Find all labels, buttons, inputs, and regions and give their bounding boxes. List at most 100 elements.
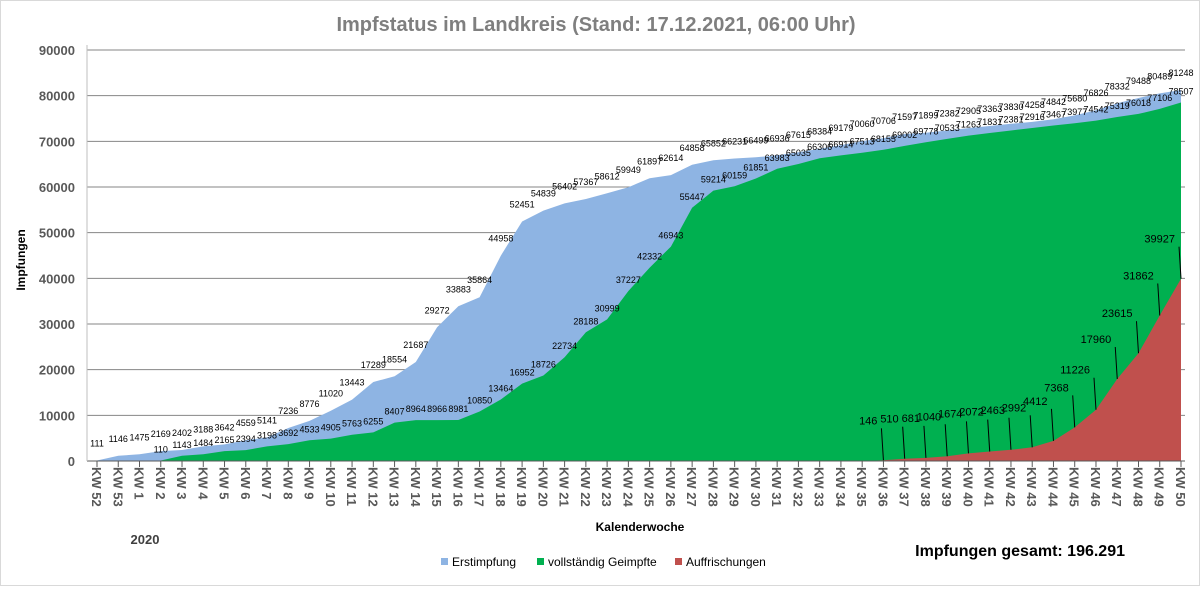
- x-tick-label: KW 4: [195, 467, 210, 500]
- label-vollstaendig: 3198: [257, 430, 277, 440]
- label-auffrischungen: 1040: [917, 411, 941, 423]
- label-erstimpfung: 18554: [382, 354, 407, 364]
- x-tick-label: KW 6: [238, 467, 253, 500]
- y-tick-label: 90000: [39, 43, 75, 58]
- label-vollstaendig: 66306: [807, 142, 832, 152]
- label-erstimpfung: 61897: [637, 156, 662, 166]
- label-vollstaendig: 37227: [616, 275, 641, 285]
- label-auffrischungen: 146: [859, 415, 877, 427]
- label-leader-line: [1008, 417, 1012, 450]
- label-vollstaendig: 63983: [765, 153, 790, 163]
- label-vollstaendig: 110: [154, 444, 168, 454]
- x-tick-label: KW 36: [875, 467, 890, 507]
- label-erstimpfung: 66499: [743, 135, 768, 145]
- x-tick-label: KW 11: [344, 467, 359, 506]
- label-vollstaendig: 61851: [743, 163, 768, 173]
- label-erstimpfung: 80489: [1147, 71, 1172, 81]
- label-vollstaendig: 2394: [236, 434, 256, 444]
- label-erstimpfung: 2402: [172, 428, 192, 438]
- label-erstimpfung: 71597: [892, 112, 917, 122]
- label-leader-line: [1029, 415, 1033, 448]
- x-axis-title: Kalenderwoche: [596, 520, 685, 534]
- label-erstimpfung: 65852: [701, 138, 726, 148]
- label-vollstaendig: 69002: [892, 130, 917, 140]
- label-erstimpfung: 1146: [109, 434, 128, 444]
- x-tick-label: KW 42: [1003, 467, 1018, 507]
- label-auffrischungen: 2992: [1002, 402, 1026, 414]
- label-erstimpfung: 111: [90, 438, 104, 448]
- label-vollstaendig: 73467: [1041, 110, 1066, 120]
- label-vollstaendig: 5763: [342, 419, 362, 429]
- x-tick-label: KW 41: [982, 467, 997, 507]
- label-leader-line: [944, 424, 948, 457]
- label-erstimpfung: 17289: [361, 360, 386, 370]
- label-vollstaendig: 67513: [850, 137, 875, 147]
- label-auffrischungen: 23615: [1102, 308, 1133, 320]
- x-tick-label: KW 38: [918, 467, 933, 507]
- label-erstimpfung: 74842: [1041, 97, 1066, 107]
- label-erstimpfung: 73830: [998, 102, 1023, 112]
- x-tick-label: KW 10: [323, 467, 338, 507]
- area-auffrischungen: [97, 278, 1181, 461]
- x-tick-label: KW 53: [110, 467, 125, 507]
- y-tick-label: 40000: [39, 271, 75, 286]
- label-vollstaendig: 10850: [467, 395, 492, 405]
- label-vollstaendig: 3692: [278, 428, 298, 438]
- label-vollstaendig: 55447: [680, 192, 705, 202]
- data-labels: 111 1146 1475 2169 2402 3188 3642 4559 514172368…: [90, 68, 1194, 461]
- x-tick-label: KW 50: [1173, 467, 1188, 507]
- legend-swatch: [675, 558, 682, 565]
- x-tick-label: KW 46: [1088, 467, 1103, 507]
- y-tick-label: 60000: [39, 180, 75, 195]
- x-tick-label: KW 5: [217, 467, 232, 500]
- label-erstimpfung: 13443: [340, 378, 365, 388]
- y-tick-label: 0: [68, 454, 75, 469]
- label-erstimpfung: 3188: [193, 424, 213, 434]
- x-tick-label: KW 34: [833, 467, 848, 508]
- label-vollstaendig: 72381: [998, 114, 1023, 124]
- label-vollstaendig: 16952: [510, 368, 535, 378]
- x-tick-label: KW 29: [727, 467, 742, 507]
- label-auffrischungen: 11226: [1060, 365, 1090, 377]
- area-layer: [97, 90, 1181, 461]
- label-vollstaendig: 68155: [871, 134, 896, 144]
- label-erstimpfung: 35864: [467, 275, 492, 285]
- label-erstimpfung: 4559: [236, 418, 256, 428]
- x-tick-label: KW 45: [1067, 467, 1082, 507]
- label-vollstaendig: 2165: [215, 435, 235, 445]
- chart-title: Impfstatus im Landkreis (Stand: 17.12.20…: [336, 14, 855, 36]
- label-erstimpfung: 3642: [215, 422, 235, 432]
- label-vollstaendig: 70533: [935, 123, 960, 133]
- x-tick-label: KW 1: [132, 467, 147, 500]
- label-auffrischungen: 31862: [1123, 270, 1154, 282]
- label-erstimpfung: 70706: [871, 116, 896, 126]
- x-tick-label: KW 30: [748, 467, 763, 507]
- label-vollstaendig: 8981: [448, 404, 468, 414]
- label-erstimpfung: 56402: [552, 181, 577, 191]
- label-vollstaendig: 60159: [722, 170, 747, 180]
- label-vollstaendig: 1143: [172, 440, 191, 450]
- label-vollstaendig: 8966: [427, 404, 447, 414]
- label-auffrischungen: 7368: [1044, 382, 1068, 394]
- x-tick-label: KW 20: [535, 467, 550, 507]
- label-vollstaendig: 30999: [595, 303, 620, 313]
- x-tick-label: KW 17: [472, 467, 487, 507]
- legend: Erstimpfung vollständig Geimpfte Auffrisch…: [441, 555, 766, 569]
- x-tick-label: KW 12: [365, 467, 380, 507]
- label-erstimpfung: 44958: [488, 234, 513, 244]
- label-erstimpfung: 5141: [257, 416, 277, 426]
- label-auffrischungen: 2072: [959, 407, 983, 419]
- label-auffrischungen: 17960: [1081, 334, 1112, 346]
- label-erstimpfung: 7236: [278, 406, 298, 416]
- x-tick-label: KW 37: [897, 467, 912, 507]
- x-tick-label: KW 9: [302, 467, 317, 500]
- label-erstimpfung: 33883: [446, 284, 471, 294]
- x-tick-label: KW 33: [812, 467, 827, 507]
- label-erstimpfung: 78332: [1105, 81, 1130, 91]
- x-tick-label: KW 14: [408, 467, 423, 508]
- label-vollstaendig: 59214: [701, 175, 726, 185]
- label-erstimpfung: 67615: [786, 130, 811, 140]
- label-vollstaendig: 69778: [913, 126, 938, 136]
- label-erstimpfung: 1475: [129, 432, 149, 442]
- x-tick-label: KW 52: [89, 467, 104, 507]
